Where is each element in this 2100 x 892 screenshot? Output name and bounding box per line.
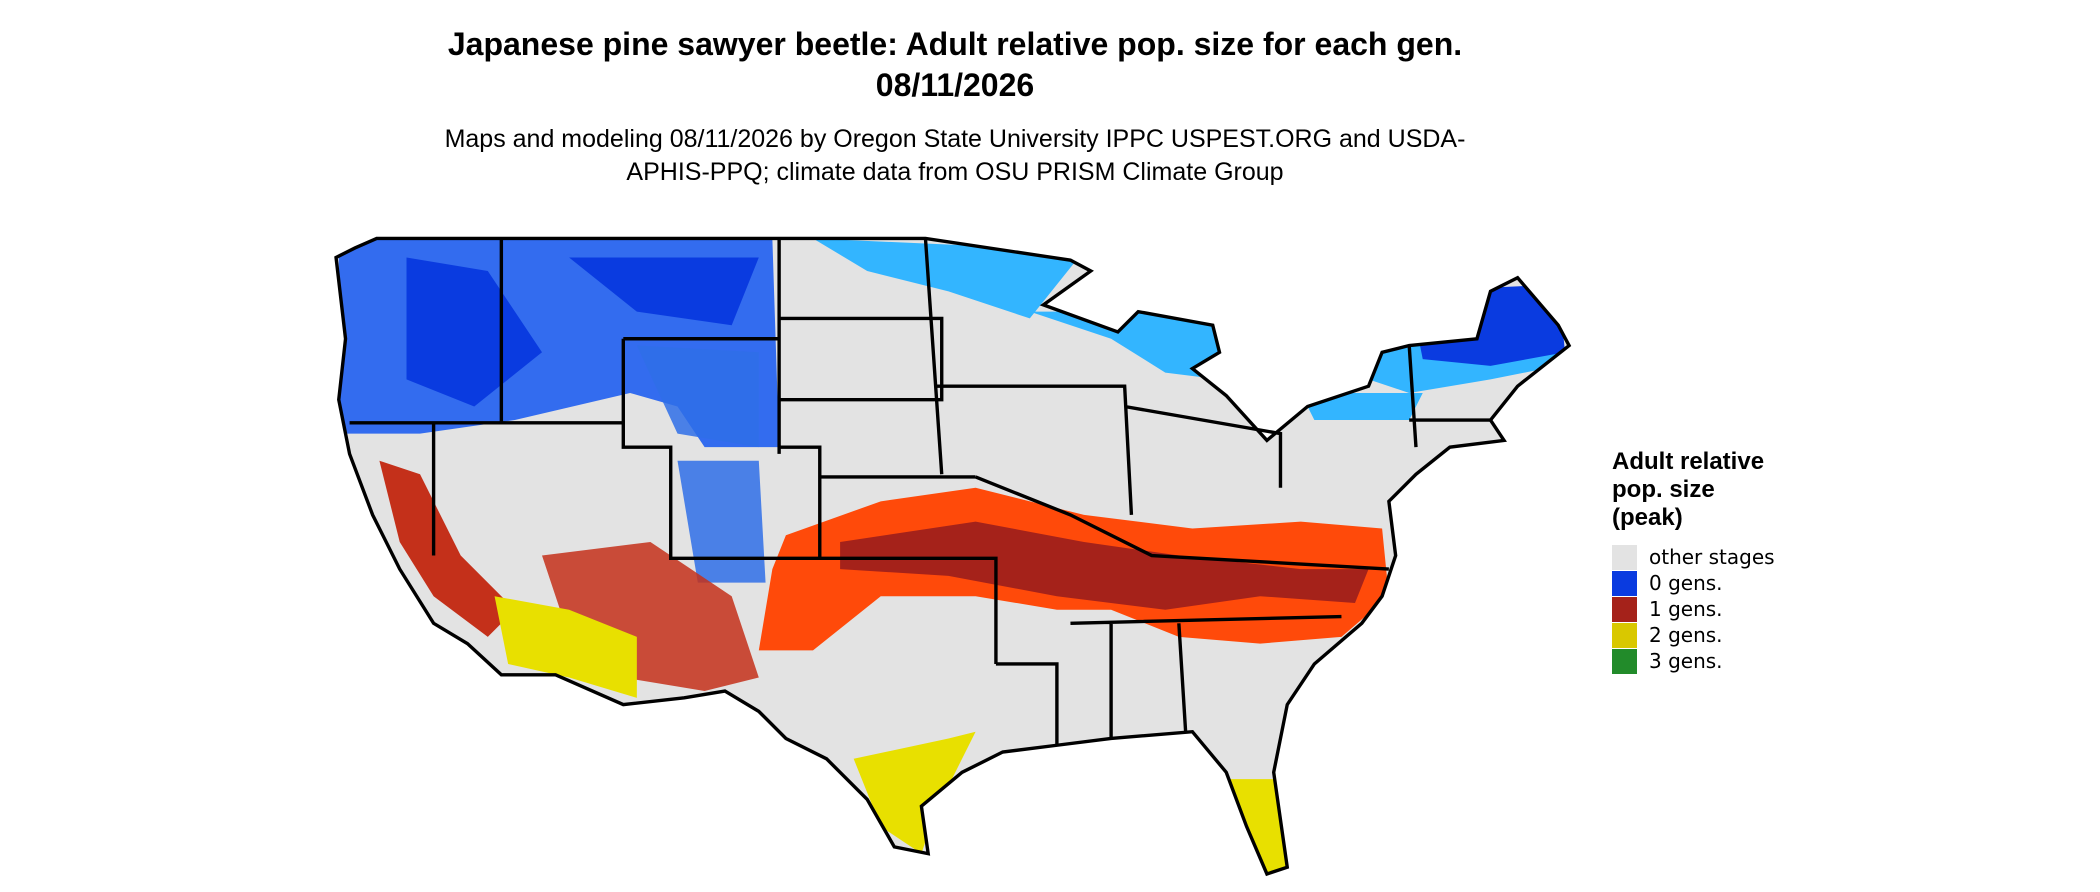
legend-swatch [1612, 570, 1637, 596]
legend-item: other stages [1612, 544, 1787, 570]
legend-title: Adult relative pop. size (peak) [1612, 448, 1765, 531]
legend-label: other stages [1649, 545, 1775, 569]
legend-items: other stages 0 gens. 1 gens. 2 gens. 3 gens. [1612, 544, 1787, 674]
map-title: Japanese pine sawyer beetle: Adult relat… [447, 26, 1463, 103]
legend-swatch [1612, 622, 1637, 648]
legend-item: 1 gens. [1612, 596, 1787, 622]
legend-label: 1 gens. [1649, 597, 1723, 621]
legend-label: 0 gens. [1649, 571, 1723, 595]
legend-swatch [1612, 596, 1637, 622]
state-borders [334, 236, 1571, 876]
map-subtitle: Maps and modeling 08/11/2026 by Oregon S… [444, 125, 1466, 186]
regions [338, 238, 1570, 874]
legend-item: 0 gens. [1612, 570, 1787, 596]
legend-swatch [1612, 544, 1637, 570]
legend-label: 2 gens. [1649, 623, 1723, 647]
legend-item: 2 gens. [1612, 622, 1787, 648]
legend-label: 3 gens. [1649, 649, 1723, 673]
legend: Adult relative pop. size (peak) other st… [1612, 448, 1787, 674]
legend-item: 3 gens. [1612, 648, 1787, 674]
legend-swatch [1612, 648, 1637, 674]
